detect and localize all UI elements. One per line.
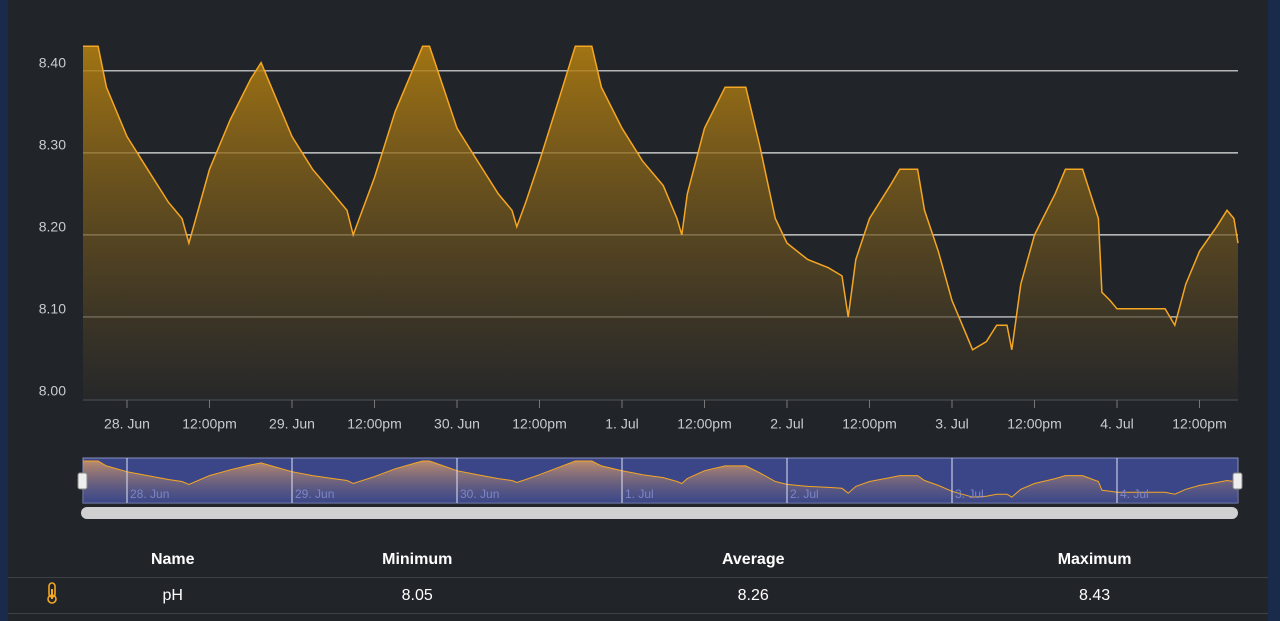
x-tick-label: 29. Jun — [269, 416, 315, 432]
x-tick-label: 30. Jun — [434, 416, 480, 432]
cell: 8.26 — [585, 577, 922, 614]
navigator-series-line — [83, 460, 1239, 498]
stats-table: Name Minimum Average Maximum pH 8.05 8.2… — [8, 542, 1268, 614]
x-tick-label: 12:00pm — [1172, 416, 1226, 432]
x-tick-label: 12:00pm — [842, 416, 896, 432]
x-tick-label: 3. Jul — [935, 416, 968, 432]
y-tick-label: 8.10 — [39, 301, 66, 317]
navigator-label: 30. Jun — [460, 487, 499, 501]
navigator-label: 28. Jun — [130, 487, 169, 501]
thermometer-icon — [47, 582, 57, 604]
navigator-label: 4. Jul — [1120, 487, 1149, 501]
navigator-handle[interactable] — [1232, 472, 1243, 490]
cell: 8.05 — [249, 577, 586, 614]
navigator-label: 1. Jul — [625, 487, 654, 501]
icon-col — [8, 542, 97, 578]
col-header: Name — [96, 542, 250, 578]
x-tick-label: 28. Jun — [104, 416, 150, 432]
x-tick-label: 12:00pm — [512, 416, 566, 432]
col-header: Average — [585, 542, 922, 578]
scrollbar[interactable] — [81, 507, 1238, 519]
x-tick-label: 2. Jul — [770, 416, 803, 432]
x-tick-label: 12:00pm — [347, 416, 401, 432]
y-tick-label: 8.20 — [39, 219, 66, 235]
navigator-handle[interactable] — [77, 472, 88, 490]
navigator-label: 3. Jul — [955, 487, 984, 501]
y-tick-label: 8.00 — [39, 383, 66, 399]
x-tick-label: 1. Jul — [605, 416, 638, 432]
series-area — [83, 46, 1238, 399]
y-tick-label: 8.30 — [39, 137, 66, 153]
navigator-label: 2. Jul — [790, 487, 819, 501]
x-tick-label: 4. Jul — [1100, 416, 1133, 432]
x-tick-label: 12:00pm — [182, 416, 236, 432]
cell: pH — [96, 577, 250, 614]
y-tick-label: 8.40 — [39, 55, 66, 71]
x-tick-label: 12:00pm — [677, 416, 731, 432]
col-header: Maximum — [921, 542, 1268, 578]
icon-cell — [8, 577, 97, 614]
x-tick-label: 12:00pm — [1007, 416, 1061, 432]
navigator-series-area — [83, 461, 1238, 503]
cell: 8.43 — [921, 577, 1268, 614]
chart: 8.00 8.10 8.20 8.30 8.40 28. Jun 12:00pm 29. Ju… — [39, 45, 1243, 519]
col-header: Minimum — [249, 542, 586, 578]
navigator-label: 29. Jun — [295, 487, 334, 501]
series-line — [83, 45, 1239, 351]
